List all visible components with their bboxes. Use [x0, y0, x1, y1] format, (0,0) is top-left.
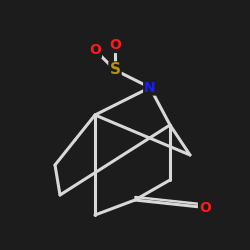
Text: O: O: [109, 38, 121, 52]
Text: O: O: [89, 43, 101, 57]
Text: N: N: [144, 80, 156, 94]
Text: S: S: [110, 62, 120, 78]
Text: O: O: [199, 200, 211, 214]
